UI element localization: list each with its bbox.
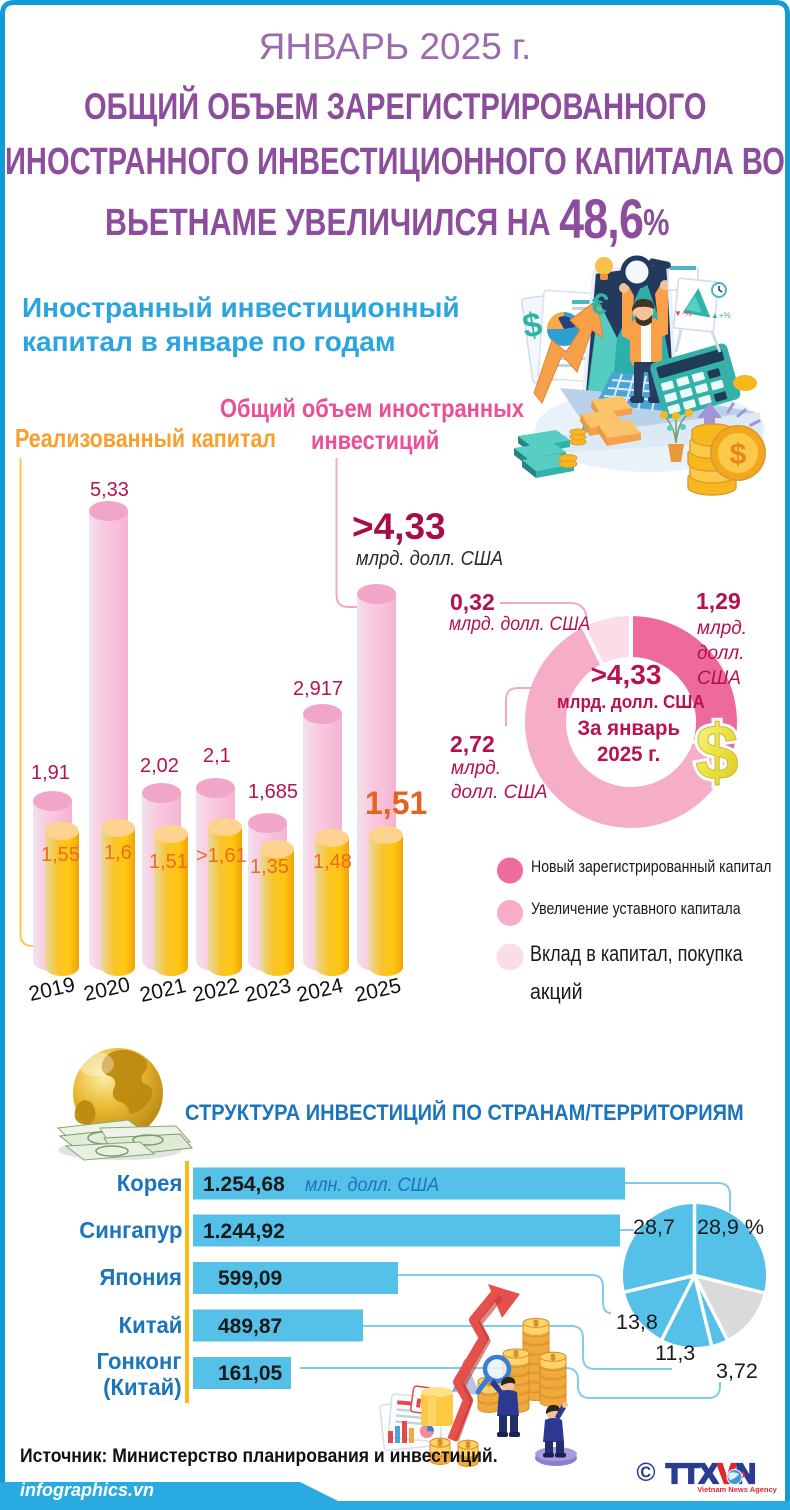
svg-text:▼-%: ▼-% (674, 309, 692, 318)
svg-text:©: © (636, 1457, 655, 1487)
svg-text:$: $ (730, 438, 747, 471)
svg-text:€: € (588, 287, 611, 323)
svg-text:$: $ (438, 1439, 443, 1448)
svg-text:$: $ (487, 1377, 492, 1386)
svg-text:$: $ (534, 1319, 539, 1328)
svg-text:▲+%: ▲+% (711, 311, 731, 320)
svg-text:Vietnam News Agency: Vietnam News Agency (697, 1485, 777, 1494)
svg-text:$: $ (695, 708, 738, 796)
svg-text:$: $ (551, 1353, 556, 1362)
svg-text:$: $ (514, 1350, 519, 1359)
svg-text:$: $ (466, 1441, 471, 1450)
svg-text:$: $ (695, 708, 738, 796)
